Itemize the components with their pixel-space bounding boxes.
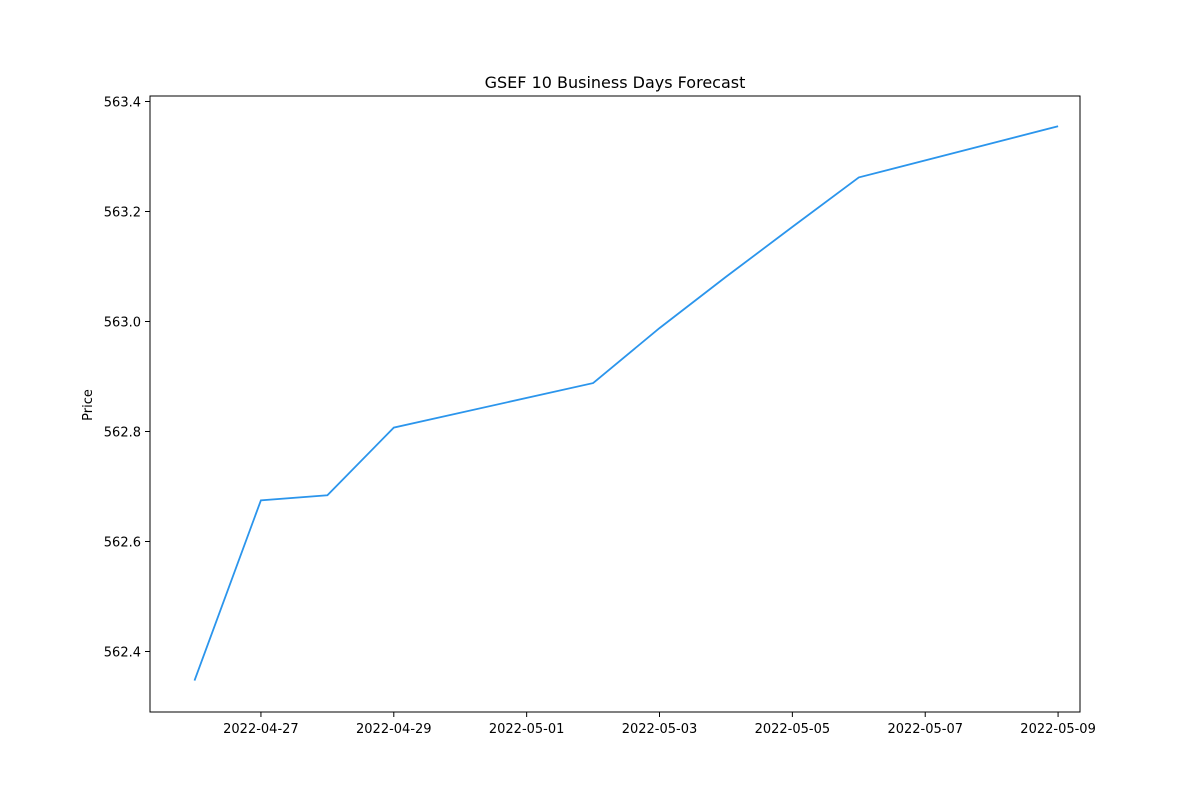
plot-frame	[149, 95, 1081, 713]
chart-title: GSEF 10 Business Days Forecast	[485, 73, 746, 92]
x-tick-label: 2022-05-07	[887, 722, 963, 737]
x-tick-label: 2022-04-29	[356, 722, 432, 737]
y-tick-label: 562.4	[104, 646, 141, 661]
x-tick-label: 2022-05-05	[755, 722, 831, 737]
y-tick-label: 563.0	[104, 316, 141, 331]
series-line	[193, 125, 1059, 681]
y-tick-label: 562.8	[104, 426, 141, 441]
x-tick-label: 2022-05-09	[1020, 722, 1096, 737]
x-tick-label: 2022-05-01	[489, 722, 565, 737]
x-axis: 2022-04-27 2022-04-29 2022-05-01 2022-05-03…	[223, 712, 1096, 737]
y-axis: 562.4 562.6 562.8 563.0 563.2 563.4	[104, 96, 150, 661]
x-tick-label: 2022-04-27	[223, 722, 299, 737]
y-tick-label: 563.4	[104, 96, 141, 111]
y-tick-label: 562.6	[104, 536, 141, 551]
y-tick-label: 563.2	[104, 206, 141, 221]
x-tick-label: 2022-05-03	[622, 722, 698, 737]
y-axis-label: Price	[81, 389, 96, 421]
